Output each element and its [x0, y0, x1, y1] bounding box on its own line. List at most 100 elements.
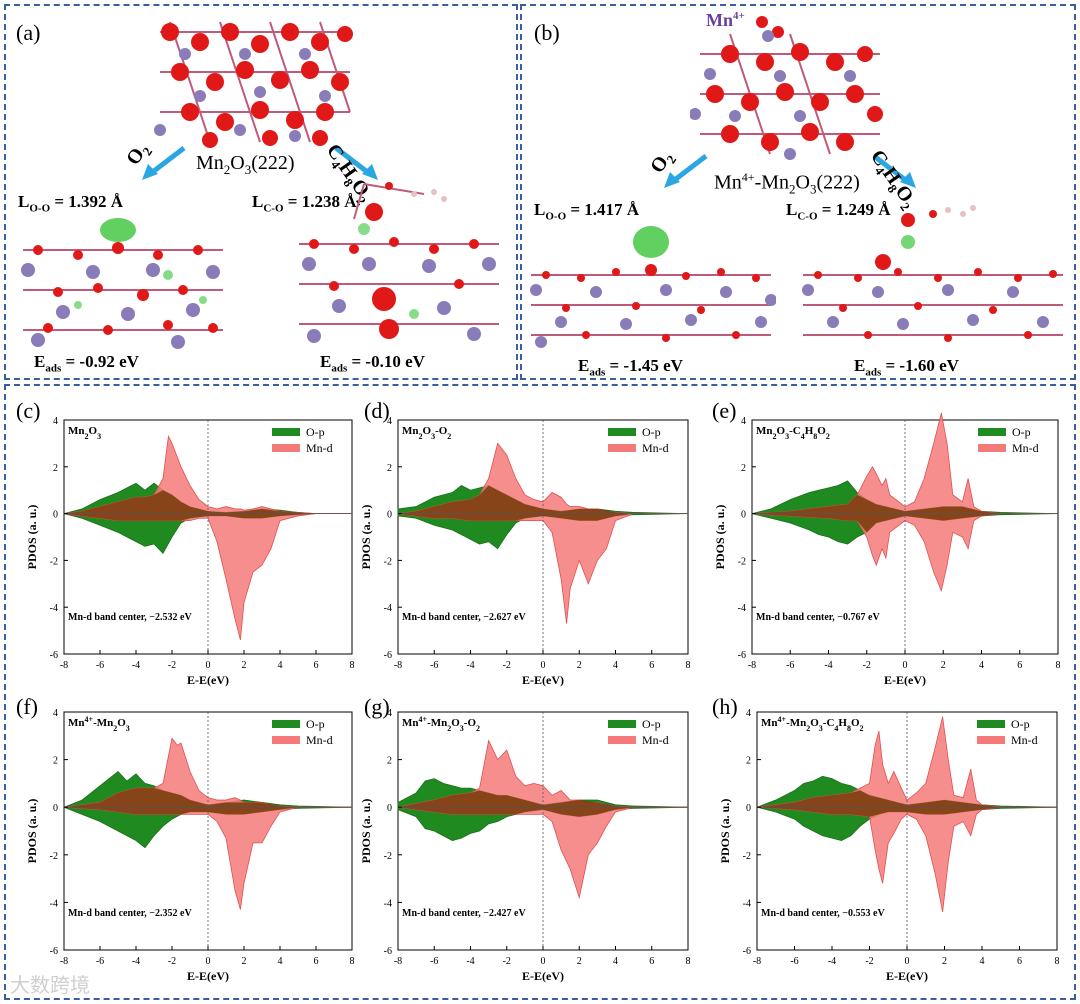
- o2-adsorbed-slab-a: [21, 218, 223, 349]
- x-tick-label: -2: [168, 956, 176, 967]
- panel-title: Mn2O3-C4H8O2: [756, 425, 830, 441]
- legend-swatch-mn-d: [608, 444, 636, 452]
- overlap-area-down: [398, 513, 688, 521]
- x-tick-label: 6: [649, 660, 654, 671]
- y-tick-label: -6: [738, 650, 746, 661]
- overlap-area-down: [64, 807, 352, 815]
- y-tick-label: 2: [746, 756, 751, 767]
- y-tick-label: 4: [53, 708, 58, 719]
- overlap-area-up: [64, 788, 352, 808]
- x-axis-label: E-E(eV): [522, 969, 564, 983]
- x-tick-label: -4: [132, 956, 140, 967]
- x-tick-label: 0: [905, 956, 910, 967]
- panel-f-label: (f): [16, 694, 38, 719]
- x-tick-label: 2: [577, 660, 582, 671]
- surface-label-a: Mn2O3(222): [196, 152, 295, 177]
- y-tick-label: -6: [50, 650, 58, 661]
- y-tick-label: -6: [50, 946, 58, 957]
- watermark: 大数跨境: [10, 973, 90, 997]
- x-tick-label: -8: [748, 660, 756, 671]
- y-tick-label: -4: [384, 898, 392, 909]
- x-tick-label: 6: [649, 956, 654, 967]
- panel-title: Mn2O3: [68, 425, 101, 441]
- legend-label-o-p: O-p: [306, 425, 325, 439]
- y-tick-label: 4: [53, 416, 58, 427]
- x-tick-label: -4: [824, 660, 832, 671]
- x-tick-label: 6: [314, 660, 319, 671]
- x-tick-label: 4: [278, 956, 283, 967]
- panel-a-label: (a): [16, 20, 41, 45]
- x-tick-label: -6: [96, 660, 104, 671]
- mn2o3-slab-structure: [154, 21, 353, 148]
- c4h8o2-adsorbed-slab-a: [299, 182, 499, 343]
- y-tick-label: -2: [738, 556, 746, 567]
- y-tick-label: -2: [743, 851, 751, 862]
- band-center-label: Mn-d band center, −2.627 eV: [402, 612, 526, 623]
- x-tick-label: 8: [686, 660, 691, 671]
- x-tick-label: 2: [941, 660, 946, 671]
- oo-bond-length-b: LO-O = 1.417 Å: [534, 200, 640, 223]
- x-tick-label: 8: [686, 956, 691, 967]
- x-tick-label: 2: [242, 660, 247, 671]
- overlap-area-down: [398, 807, 688, 817]
- panel-title: Mn4+-Mn2O3-O2: [402, 715, 480, 733]
- x-tick-label: 4: [278, 660, 283, 671]
- overlap-area-up: [64, 490, 352, 514]
- y-tick-label: 4: [387, 708, 392, 719]
- mn4-mn2o3-slab-structure: [690, 16, 883, 160]
- x-tick-label: -6: [96, 956, 104, 967]
- x-tick-label: 4: [980, 956, 985, 967]
- x-tick-label: 8: [1055, 956, 1060, 967]
- band-center-label: Mn-d band center, −0.553 eV: [761, 908, 885, 919]
- x-axis-label: E-E(eV): [884, 673, 926, 687]
- x-tick-label: 6: [1017, 956, 1022, 967]
- panel-c-label: (c): [16, 398, 41, 423]
- eads-a-left: Eads = -0.92 eV: [34, 352, 139, 375]
- y-tick-label: 0: [53, 510, 58, 521]
- panel-d-label: (d): [364, 398, 390, 423]
- x-tick-label: -4: [828, 956, 836, 967]
- y-tick-label: -4: [384, 603, 392, 614]
- x-tick-label: 0: [206, 956, 211, 967]
- overlap-area-up: [757, 790, 1057, 808]
- o2-arrow: [142, 146, 186, 180]
- y-tick-label: 2: [741, 463, 746, 474]
- x-tick-label: 0: [903, 660, 908, 671]
- x-tick-label: 0: [541, 660, 546, 671]
- overlap-area-up: [752, 494, 1058, 514]
- legend-label-mn-d: Mn-d: [1012, 441, 1039, 455]
- x-tick-label: -2: [865, 956, 873, 967]
- panel-h-label: (h): [712, 694, 738, 719]
- legend-swatch-mn-d: [272, 444, 300, 452]
- y-axis-label: PDOS (a. u.): [359, 505, 373, 570]
- x-axis-label: E-E(eV): [886, 969, 928, 983]
- mn-d-area-up: [756, 716, 1057, 808]
- x-tick-label: 4: [613, 660, 618, 671]
- y-tick-label: 2: [53, 756, 58, 767]
- y-tick-label: 4: [741, 416, 746, 427]
- co-bond-length-b: LC-O = 1.249 Å: [786, 200, 891, 223]
- x-tick-label: -2: [503, 956, 511, 967]
- x-tick-label: -8: [753, 956, 761, 967]
- legend-label-mn-d: Mn-d: [642, 733, 669, 747]
- y-axis-label: PDOS (a. u.): [25, 799, 39, 864]
- band-center-label: Mn-d band center, −2.427 eV: [402, 908, 526, 919]
- x-tick-label: -8: [394, 660, 402, 671]
- eads-b-right: Eads = -1.60 eV: [854, 356, 959, 379]
- x-tick-label: 6: [1017, 660, 1022, 671]
- legend-label-mn-d: Mn-d: [1011, 733, 1038, 747]
- legend-label-o-p: O-p: [642, 717, 661, 731]
- o2-adsorbed-slab-b: [530, 226, 776, 348]
- overlap-area-up: [398, 790, 688, 808]
- legend-swatch-mn-d: [272, 736, 300, 744]
- c4h8o2-arrow-b: [872, 154, 916, 188]
- x-tick-label: 4: [613, 956, 618, 967]
- y-tick-label: 0: [746, 803, 751, 814]
- x-tick-label: -4: [132, 660, 140, 671]
- x-tick-label: -8: [60, 660, 68, 671]
- panel-title: Mn4+-Mn2O3: [68, 715, 130, 733]
- x-tick-label: -2: [168, 660, 176, 671]
- y-tick-label: 2: [53, 463, 58, 474]
- x-tick-label: -2: [503, 660, 511, 671]
